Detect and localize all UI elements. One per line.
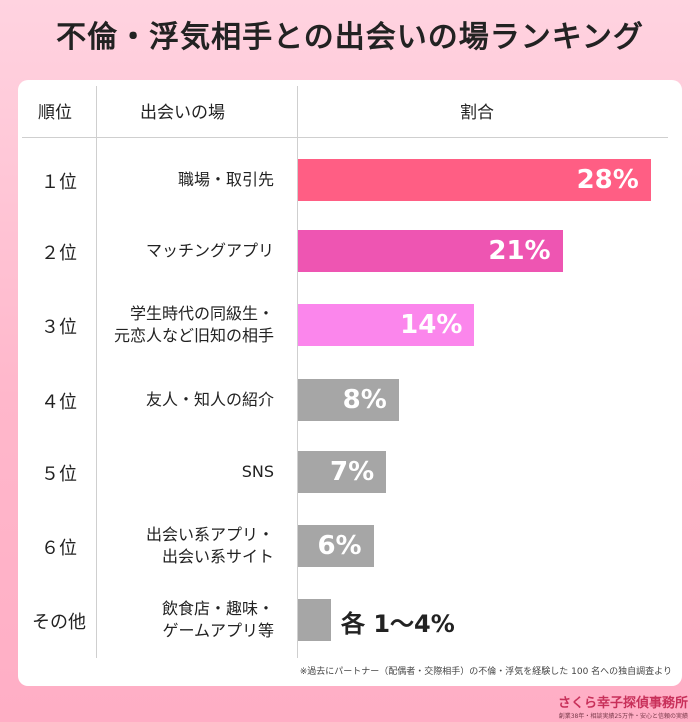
bar-value-label: 6%: [317, 531, 362, 561]
bar: 6%: [298, 525, 374, 567]
column-divider-place: [297, 86, 298, 658]
bar: 21%: [298, 230, 563, 272]
page-title: 不倫・浮気相手との出会いの場ランキング: [56, 20, 644, 55]
column-divider-rank: [96, 86, 97, 658]
bar: 7%: [298, 451, 387, 493]
place-label: 学生時代の同級生・ 元恋人など旧知の相手: [113, 304, 274, 345]
brand-name: さくら幸子探偵事務所: [557, 696, 688, 711]
bar: 14%: [298, 304, 475, 346]
ratio-header: 割合: [460, 103, 494, 123]
rank-label: １位: [41, 172, 77, 193]
rank-label: その他: [32, 612, 86, 633]
place-label: 出会い系アプリ・ 出会い系サイト: [145, 525, 274, 566]
place-label: 友人・知人の紹介: [145, 390, 274, 409]
rank-label: ５位: [41, 464, 77, 485]
bar-value-label: 7%: [330, 457, 375, 487]
place-label: マッチングアプリ: [145, 241, 274, 260]
brand-logo: さくら幸子探偵事務所 創業38年・相談実績25万件・安心と信頼の実績: [558, 692, 688, 720]
rank-label: ４位: [41, 392, 77, 413]
place-label: 職場・取引先: [177, 170, 274, 189]
brand-tagline: 創業38年・相談実績25万件・安心と信頼の実績: [558, 713, 688, 720]
survey-footnote: ※過去にパートナー（配偶者・交際相手）の不倫・浮気を経験した 100 名への独自…: [299, 667, 672, 677]
rank-label: ６位: [41, 538, 77, 559]
bar: 8%: [298, 379, 399, 421]
bar-value-label: 14%: [400, 310, 463, 340]
bar-value-label: 28%: [576, 165, 639, 195]
bar-value-label: 21%: [488, 236, 551, 266]
bar-value-label: 8%: [342, 385, 387, 415]
bar: 28%: [298, 159, 651, 201]
place-label: 飲食店・趣味・ ゲームアプリ等: [161, 599, 274, 640]
header-divider: [22, 137, 668, 138]
place-header: 出会いの場: [140, 103, 225, 123]
rank-label: ３位: [41, 317, 77, 338]
bar: [298, 599, 331, 641]
rank-label: ２位: [41, 243, 77, 264]
place-label: SNS: [241, 462, 274, 481]
bar-value-label: 各 1〜4%: [341, 610, 455, 638]
rank-header: 順位: [38, 103, 72, 123]
